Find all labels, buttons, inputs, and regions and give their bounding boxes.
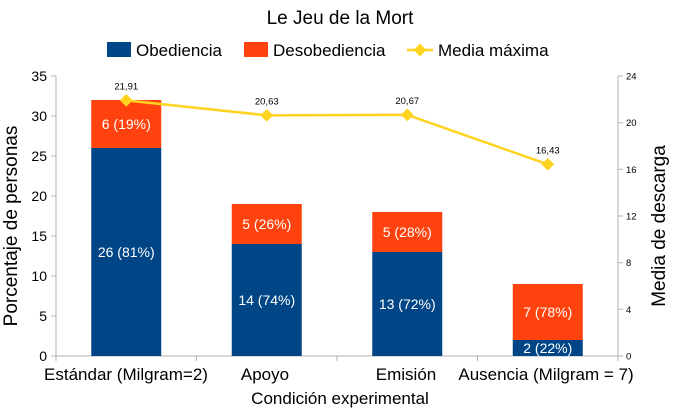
legend-item-obediencia[interactable]: Obediencia bbox=[107, 41, 223, 60]
y-tick-label: 0 bbox=[39, 348, 47, 364]
bars: 26 (81%) 6 (19%) 14 (74%) 5 (26%) 13 (72%) 5 … bbox=[91, 100, 583, 356]
line-data-label: 16,43 bbox=[536, 145, 560, 156]
y2-axis-title: Media de descarga bbox=[649, 145, 670, 307]
axes: 0 5 10 15 20 25 30 35 0 4 8 12 16 20 24 Estándar (Milgr… bbox=[31, 68, 636, 384]
y2-tick-label: 12 bbox=[626, 212, 637, 223]
y2-tick-label: 24 bbox=[626, 72, 637, 83]
bar-desobediencia[interactable] bbox=[231, 204, 302, 244]
y-tick-label: 10 bbox=[31, 268, 47, 284]
y-tick-label: 5 bbox=[39, 308, 47, 324]
bar-data-label: 14 (74%) bbox=[238, 292, 295, 308]
y-tick-label: 25 bbox=[31, 148, 47, 164]
legend-swatch-desobediencia bbox=[244, 42, 268, 57]
x-tick-label: Ausencia (Milgram = 7) bbox=[458, 365, 633, 384]
y-tick-label: 15 bbox=[31, 228, 47, 244]
bar-data-label: 5 (28%) bbox=[383, 224, 432, 240]
line-data-label: 21,91 bbox=[114, 81, 138, 92]
bar-data-label: 5 (26%) bbox=[242, 216, 291, 232]
bar-obediencia[interactable] bbox=[91, 148, 162, 356]
y2-tick-label: 16 bbox=[626, 165, 637, 176]
legend-swatch-obediencia bbox=[107, 42, 131, 57]
y-axis-title: Porcentaje de personas bbox=[1, 126, 22, 327]
line-data-label: 20,67 bbox=[395, 96, 419, 107]
bar-desobediencia[interactable] bbox=[512, 284, 583, 340]
line-point[interactable] bbox=[260, 108, 274, 122]
y2-tick-label: 0 bbox=[626, 352, 631, 363]
line-media-maxima bbox=[126, 99, 549, 166]
bar-data-label: 6 (19%) bbox=[102, 116, 151, 132]
line-point[interactable] bbox=[400, 108, 414, 122]
bar-data-label: 26 (81%) bbox=[98, 244, 155, 260]
bar-obediencia[interactable] bbox=[372, 252, 443, 356]
y2-tick-label: 8 bbox=[626, 258, 631, 269]
legend-marker-media-maxima bbox=[413, 43, 427, 57]
line-point[interactable] bbox=[541, 157, 555, 171]
bar-data-label: 7 (78%) bbox=[523, 304, 572, 320]
y2-tick-label: 20 bbox=[626, 118, 637, 129]
y-tick-label: 35 bbox=[31, 68, 47, 84]
bar-data-label: 13 (72%) bbox=[379, 296, 436, 312]
bar-obediencia[interactable] bbox=[512, 340, 583, 356]
legend-item-media-maxima[interactable]: Media máxima bbox=[407, 41, 549, 60]
y-tick-label: 20 bbox=[31, 188, 47, 204]
bar-obediencia[interactable] bbox=[231, 244, 302, 356]
legend-label-desobediencia: Desobediencia bbox=[273, 41, 386, 60]
x-tick-label: Estándar (Milgram=2) bbox=[44, 365, 208, 384]
x-tick-label: Emisión bbox=[376, 365, 436, 384]
bar-desobediencia[interactable] bbox=[372, 212, 443, 252]
bar-data-label: 2 (22%) bbox=[523, 340, 572, 356]
bar-desobediencia[interactable] bbox=[91, 100, 162, 148]
line-series: 21,91 20,63 20,67 16,43 bbox=[114, 81, 560, 171]
line-data-label: 20,63 bbox=[255, 96, 279, 107]
legend-label-media-maxima: Media máxima bbox=[438, 41, 549, 60]
y-tick-label: 30 bbox=[31, 108, 47, 124]
legend-item-desobediencia[interactable]: Desobediencia bbox=[244, 41, 386, 60]
legend: Obediencia Desobediencia Media máxima bbox=[107, 41, 549, 60]
y2-tick-label: 4 bbox=[626, 305, 631, 316]
x-tick-label: Apoyo bbox=[241, 365, 289, 384]
x-axis-title: Condición experimental bbox=[251, 389, 429, 408]
chart-title: Le Jeu de la Mort bbox=[267, 8, 415, 29]
legend-label-obediencia: Obediencia bbox=[136, 41, 223, 60]
